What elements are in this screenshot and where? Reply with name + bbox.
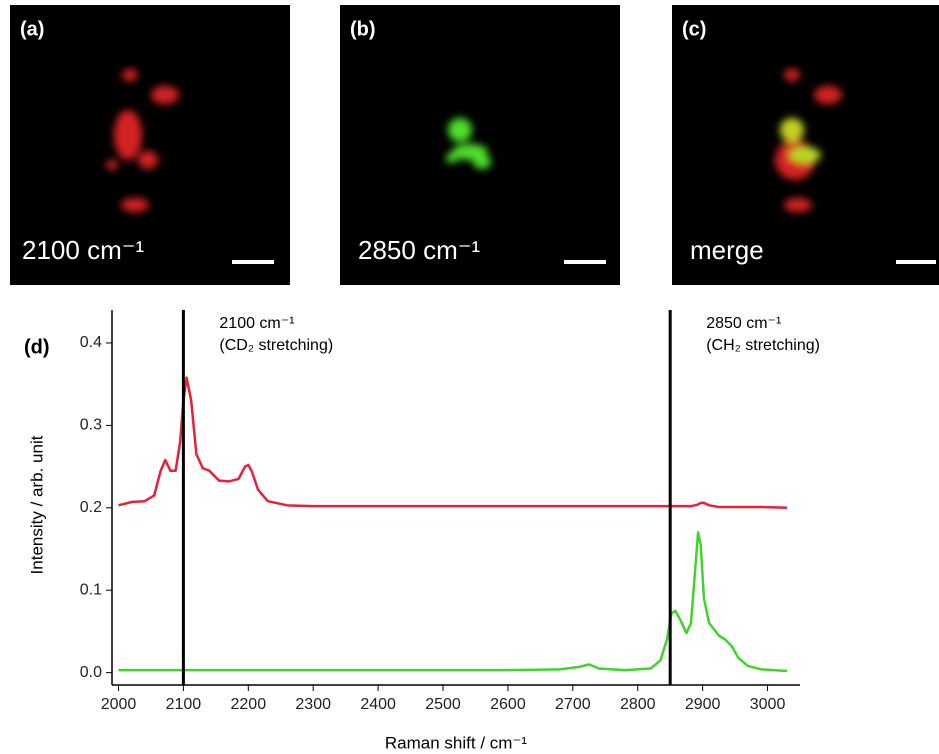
x-tick-label: 2000: [101, 696, 137, 713]
x-tick-label: 2400: [360, 696, 396, 713]
x-tick-label: 2600: [490, 696, 526, 713]
panel-label: (b): [350, 18, 376, 40]
y-tick-label: 0.2: [80, 499, 102, 516]
marker-note: (CD₂ stretching): [219, 337, 333, 354]
x-tick-label: 2200: [231, 696, 267, 713]
x-tick-label: 2900: [685, 696, 721, 713]
panel-label: (c): [682, 18, 706, 40]
x-tick-label: 2700: [555, 696, 591, 713]
caption: 2100 cm⁻¹: [22, 235, 144, 265]
caption: merge: [690, 235, 764, 265]
x-tick-label: 2800: [620, 696, 656, 713]
x-tick-label: 2300: [295, 696, 331, 713]
series-line: [118, 531, 788, 673]
caption: 2850 cm⁻¹: [358, 235, 480, 265]
panel-b: (b) 2850 cm⁻¹: [340, 5, 620, 285]
chart: (d) Raman shift / cm⁻¹ Intensity / arb. …: [24, 310, 820, 752]
panel-c: (c) merge: [672, 5, 939, 285]
panel-label: (a): [20, 18, 44, 40]
signal: [106, 69, 179, 212]
panel-a: (a) 2100 cm⁻¹: [10, 5, 290, 285]
y-tick-label: 0.4: [80, 334, 102, 351]
signal: [446, 118, 491, 169]
y-tick-label: 0.0: [80, 664, 102, 681]
marker-note: (CH₂ stretching): [706, 337, 820, 354]
x-axis-label: Raman shift / cm⁻¹: [385, 733, 528, 752]
x-tick-label: 2100: [166, 696, 202, 713]
series-line: [118, 376, 788, 510]
marker-label: 2850 cm⁻¹: [706, 315, 781, 332]
marker-label: 2100 cm⁻¹: [219, 315, 294, 332]
y-tick-label: 0.1: [80, 581, 102, 598]
image: [10, 5, 290, 285]
y-axis-label: Intensity / arb. unit: [27, 435, 46, 574]
x-tick-label: 3000: [750, 696, 786, 713]
signal: [775, 69, 842, 212]
x-tick-label: 2500: [425, 696, 461, 713]
panel-label: (d): [24, 336, 50, 358]
image: [340, 5, 620, 285]
y-tick-label: 0.3: [80, 417, 102, 434]
